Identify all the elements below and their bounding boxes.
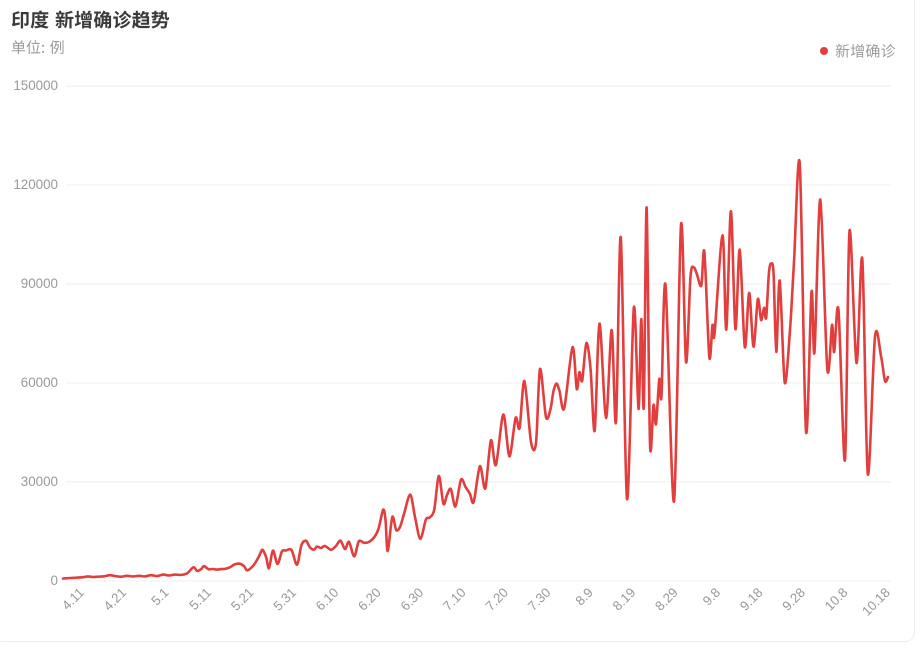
svg-text:4.11: 4.11 xyxy=(59,585,87,613)
svg-text:8.9: 8.9 xyxy=(572,585,596,609)
svg-text:10.8: 10.8 xyxy=(822,585,851,614)
svg-text:0: 0 xyxy=(51,573,58,588)
svg-text:5.11: 5.11 xyxy=(186,585,214,613)
svg-text:5.31: 5.31 xyxy=(270,585,299,614)
svg-text:150000: 150000 xyxy=(13,78,58,93)
svg-text:10.18: 10.18 xyxy=(859,585,893,619)
svg-text:5.1: 5.1 xyxy=(148,585,172,609)
svg-text:120000: 120000 xyxy=(13,177,58,192)
svg-text:4.21: 4.21 xyxy=(101,585,130,614)
svg-text:6.10: 6.10 xyxy=(313,585,342,614)
svg-text:7.20: 7.20 xyxy=(482,585,511,614)
svg-text:9.18: 9.18 xyxy=(737,585,766,614)
svg-text:6.20: 6.20 xyxy=(355,585,384,614)
svg-text:90000: 90000 xyxy=(21,276,58,291)
svg-text:9.28: 9.28 xyxy=(779,585,808,614)
svg-text:5.21: 5.21 xyxy=(228,585,257,614)
svg-text:9.8: 9.8 xyxy=(700,585,724,609)
svg-text:30000: 30000 xyxy=(21,474,58,489)
svg-text:8.19: 8.19 xyxy=(610,585,639,614)
svg-text:60000: 60000 xyxy=(21,375,58,390)
svg-text:8.29: 8.29 xyxy=(652,585,681,614)
svg-text:6.30: 6.30 xyxy=(398,585,427,614)
svg-text:7.10: 7.10 xyxy=(440,585,469,614)
svg-text:7.30: 7.30 xyxy=(525,585,554,614)
